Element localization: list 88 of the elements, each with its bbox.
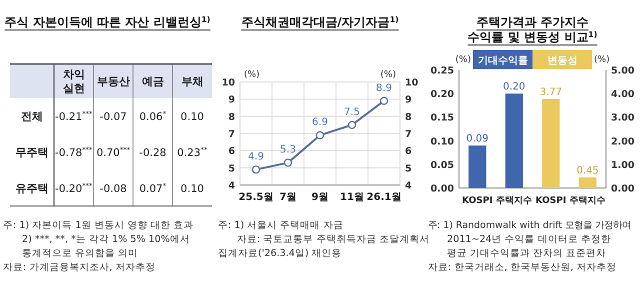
y-tick-label: 0.15 (430, 112, 454, 124)
y2-tick-label: 5 (405, 163, 412, 174)
y2-tick-label: 9 (405, 94, 412, 106)
category-label: 유주택 (16, 182, 48, 195)
text: 자료: 한국거래소, 한국부동산원, 저자추정 (428, 262, 616, 273)
y-tick-label: 0.25 (430, 66, 454, 76)
y-tick-label: 4 (228, 180, 236, 192)
y-axis-title: (%) (244, 70, 260, 80)
y-axis-title: (%) (455, 55, 471, 65)
category-label: 부동산 (96, 75, 130, 88)
point (348, 120, 356, 130)
y-tick-label: 6 (228, 146, 236, 158)
y2-axis-title: (%) (380, 70, 396, 80)
text: 0.06$^{*}$ (139, 110, 166, 123)
y-tick-label: 0.10 (430, 136, 454, 148)
y-tick-label: 9 (228, 94, 235, 106)
text: 주: 1) Randomwalk with drift 모형을 가정하여 (428, 220, 632, 231)
y2-tick-label: 7 (405, 129, 412, 140)
y2-tick-label: 2.00 (611, 136, 635, 148)
y2-tick-label: 8 (405, 112, 412, 123)
category-label: 무주택 (16, 146, 48, 159)
data-label: 0.20 (502, 82, 526, 93)
data-label: 5.3 (280, 144, 296, 156)
text: 주식 자본이득에 따른 자산 리밸런싱$^{1)}$ (4, 14, 210, 29)
y2-tick-label: 1.00 (611, 160, 635, 171)
x-tick-label: 7월 (280, 192, 296, 203)
text: 집계자료('26.3.4일) 재인용 (218, 248, 342, 259)
category-label: 전체 (21, 110, 43, 123)
text: 2) ***, **, *는 각각 1% 5% 10%에서 (22, 234, 190, 245)
data-label: 3.77 (540, 87, 562, 98)
y2-axis-title: (%) (594, 55, 610, 65)
point (316, 131, 324, 140)
y-tick-label: 10 (222, 78, 236, 88)
text: -0.28 (139, 147, 166, 159)
chart-title: 주식채권매각대금/자기자금$^{1)}$ (241, 14, 399, 29)
y-tick-label: 8 (228, 112, 236, 123)
text: 변동성 (547, 56, 578, 66)
y-tick-label: 7 (228, 129, 235, 140)
y2-tick-label: 4 (405, 180, 412, 192)
x-tick-label: 9월 (312, 192, 328, 203)
text: 주: 1) 자본이득 1원 변동시 영향 대한 효과 (3, 220, 194, 231)
x-tick-label: KOSPI (462, 196, 493, 206)
x-tick-label: 26.1월 (366, 192, 402, 203)
y-tick-label: 5 (228, 163, 235, 174)
text: 0.07$^{*}$ (139, 182, 166, 195)
x-tick-label: 주택지수 (570, 196, 606, 206)
x-tick-label: KOSPI (536, 196, 566, 206)
y-tick-label: 0.20 (430, 89, 454, 100)
y2-tick-label: 0.00 (611, 184, 635, 194)
data-label: 7.5 (344, 106, 360, 118)
data-label: 8.9 (376, 82, 392, 94)
point (380, 96, 388, 105)
text: 기대수익률 (478, 56, 528, 66)
text: -0.08 (100, 183, 127, 195)
point (284, 158, 292, 167)
y2-tick-label: 3.00 (611, 112, 635, 124)
text: -0.21$^{***}$ (55, 110, 92, 123)
data-label: 0.45 (576, 165, 599, 176)
text: 0.10 (180, 183, 204, 195)
text: 2011~24년 수익률 데이터로 추정한 (447, 234, 611, 245)
category-label: 부채 (181, 75, 204, 88)
text: 평균 기대수익률과 잔차의 표준편차 (447, 248, 606, 259)
y2-tick-label: 5.00 (611, 66, 635, 76)
y2-tick-label: 6 (405, 146, 412, 158)
data-label: 0.09 (466, 134, 489, 145)
data-label: 4.9 (248, 152, 264, 163)
point (252, 165, 260, 174)
text: 0.70$^{***}$ (96, 146, 130, 159)
x-tick-label: 주택지수 (496, 196, 532, 206)
y-tick-label: 0.05 (430, 160, 454, 171)
y-tick-label: 0.00 (430, 184, 454, 194)
y2-tick-label: 10 (405, 78, 419, 88)
x-tick-label: 11월 (340, 192, 364, 203)
chart-title: 주택가격과 주가지수 수익률 및 변동성 비교$^{1)}$ (468, 15, 598, 44)
text: 0.10 (180, 111, 204, 123)
x-tick-label: 25.5월 (238, 192, 274, 203)
category-label: 차익 실현 (62, 68, 85, 95)
text: -0.07 (100, 111, 127, 123)
category-label: 예금 (142, 75, 164, 88)
text: 0.23$^{**}$ (177, 146, 208, 159)
text: -0.78$^{***}$ (55, 146, 92, 159)
data-label: 6.9 (312, 117, 328, 128)
text: 자료: 가계금융복지조사, 저자추정 (3, 262, 156, 273)
text: 자료: 국토교통부 주택취득자금 조달계획서 (237, 234, 430, 245)
text: 통계적으로 유의함을 의미 (22, 248, 138, 259)
text: -0.20$^{***}$ (55, 182, 92, 195)
text: 주: 1) 서울시 주택매매 자금 (218, 220, 344, 231)
y2-tick-label: 4.00 (611, 89, 635, 100)
